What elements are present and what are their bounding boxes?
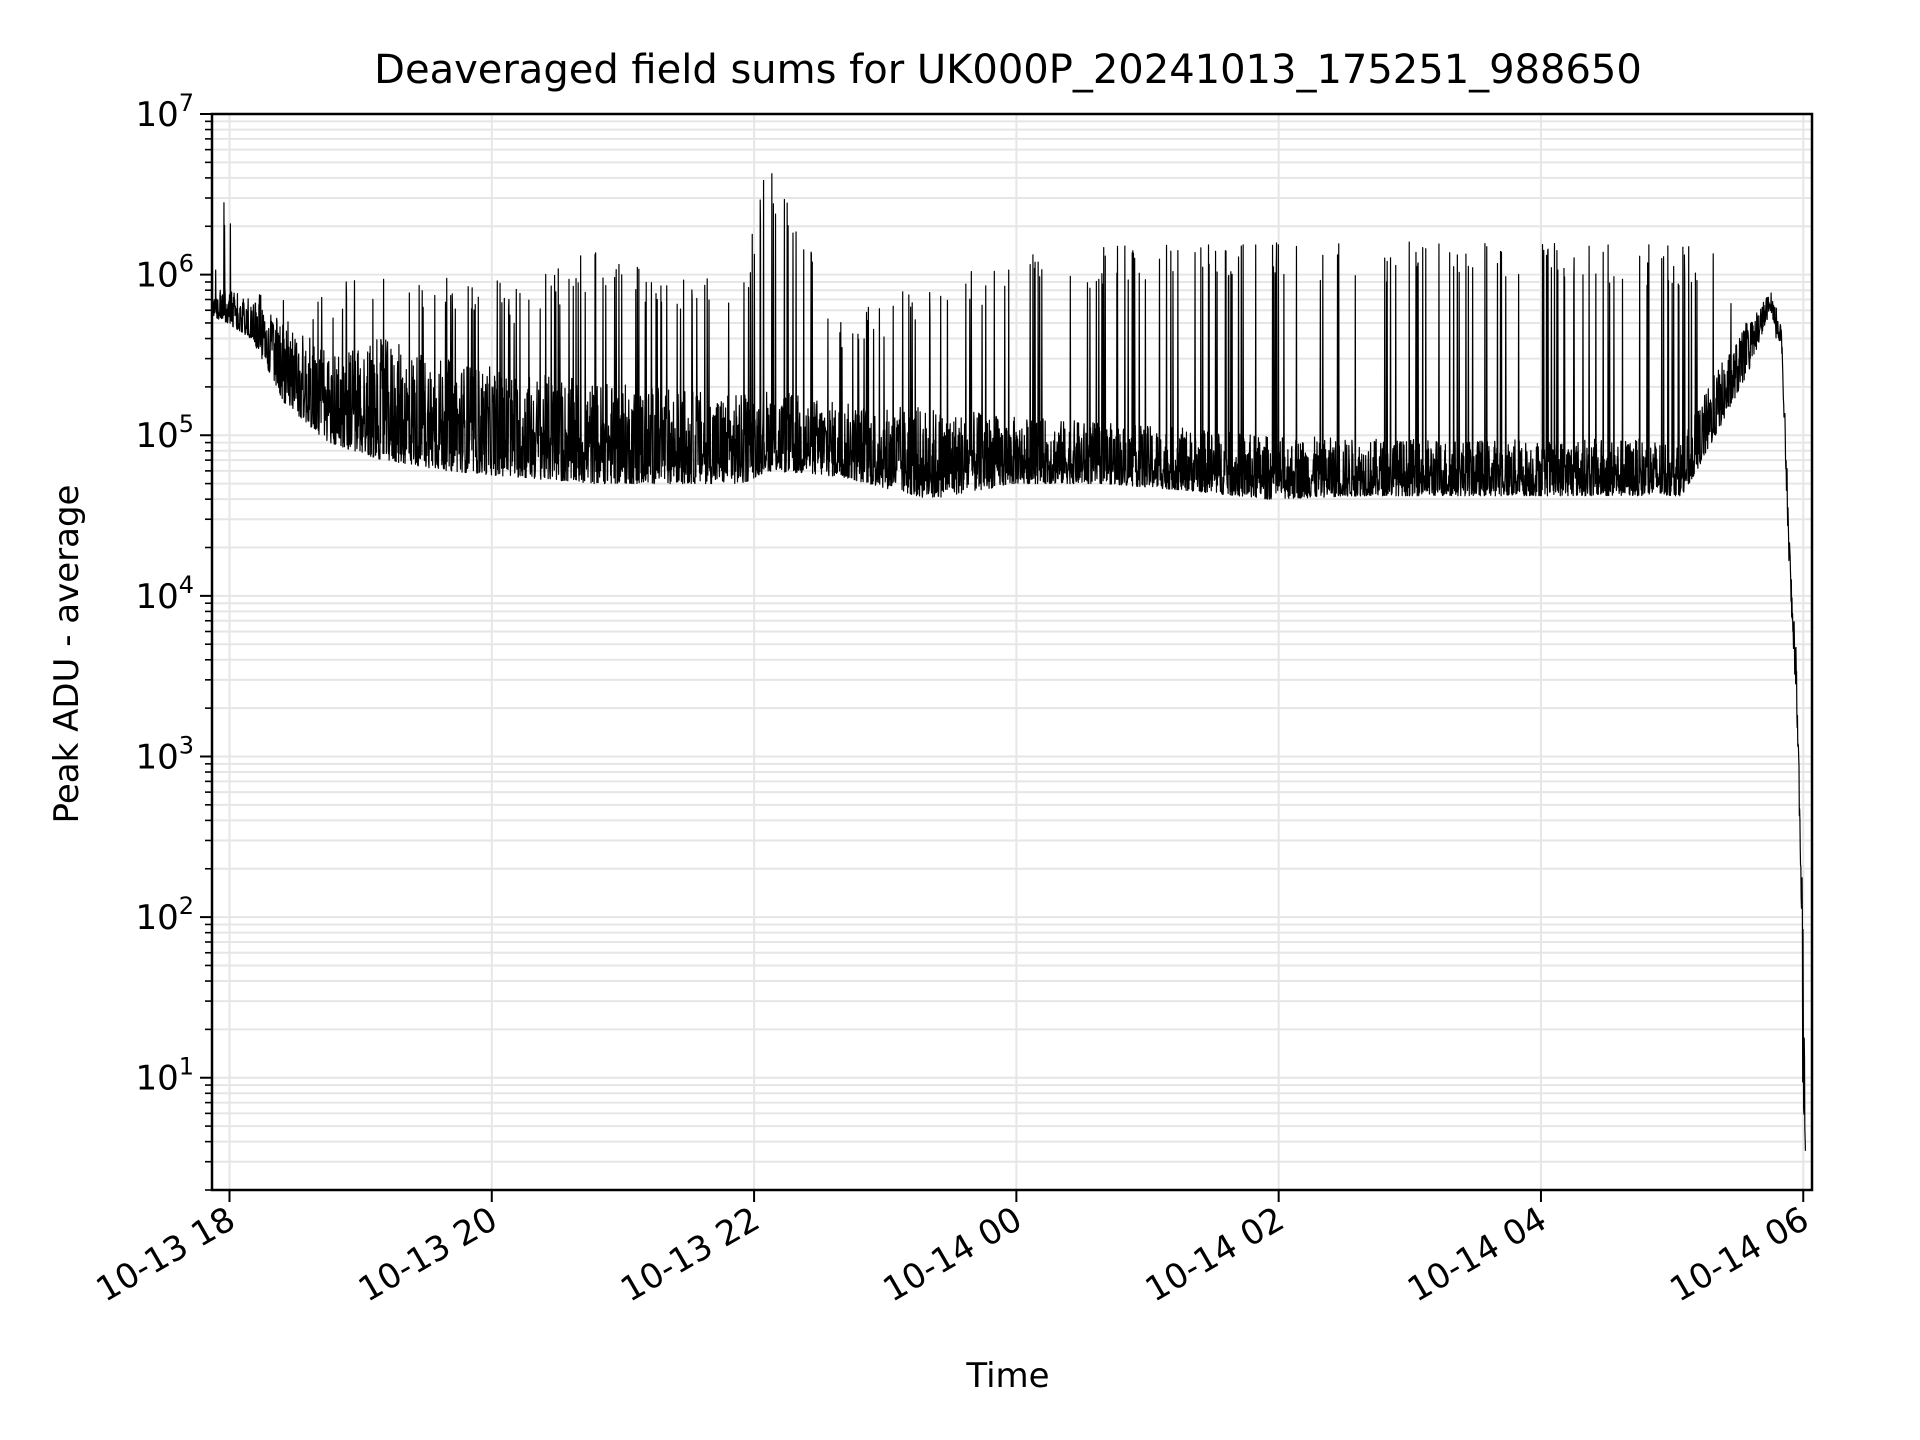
x-axis-label: Time (965, 1356, 1049, 1396)
y-axis-label: Peak ADU - average (47, 485, 87, 824)
chart-title: Deaveraged field sums for UK000P_2024101… (374, 47, 1642, 93)
y-tick-label: 106 (135, 250, 194, 296)
plot-frame (210, 112, 1814, 1192)
y-tick-label: 103 (135, 731, 194, 777)
series-layer (211, 173, 1807, 1151)
y-tick-label: 107 (135, 89, 194, 135)
series-line (211, 173, 1807, 1151)
y-tick-label: 105 (135, 410, 194, 456)
y-tick-label: 104 (135, 571, 194, 617)
y-tick-label: 101 (135, 1053, 194, 1099)
y-tick-label: 102 (135, 892, 194, 938)
